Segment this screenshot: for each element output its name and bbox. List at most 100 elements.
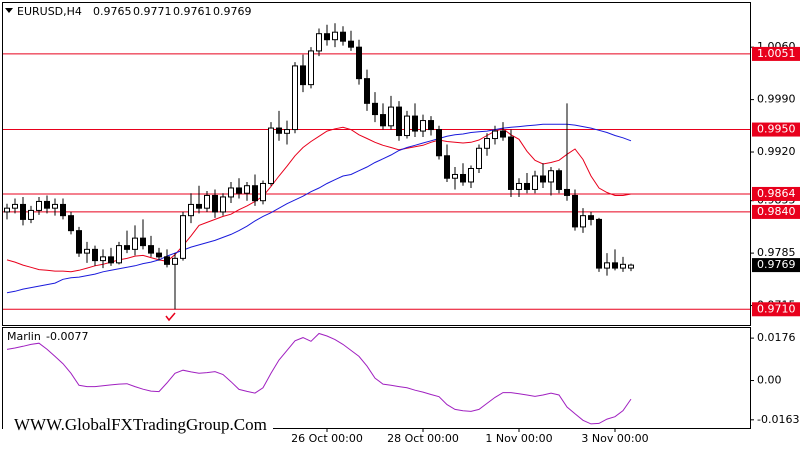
- candle-body: [196, 203, 202, 209]
- candle-body: [372, 102, 378, 116]
- arrow-marker: [165, 312, 176, 322]
- menu-triangle: [5, 8, 13, 13]
- candle-body: [516, 182, 522, 190]
- candle-body: [508, 136, 514, 190]
- last-close: 0.9769: [213, 5, 252, 18]
- x-tick-label: 26 Oct 00:00: [291, 432, 363, 445]
- level-label: 0.9840: [757, 205, 796, 218]
- candle-body: [44, 200, 50, 209]
- candle-body: [164, 256, 170, 265]
- candle-body: [124, 245, 130, 250]
- candle-body: [220, 196, 226, 213]
- candle-body: [332, 31, 338, 41]
- candle-body: [468, 167, 474, 183]
- candle-body: [348, 40, 354, 48]
- candle-body: [364, 78, 370, 104]
- candle-body: [156, 252, 162, 258]
- level-label: 0.9950: [757, 123, 796, 136]
- last-price-box: [752, 258, 800, 273]
- candle-body: [612, 262, 618, 269]
- candle-body: [228, 187, 234, 198]
- candle-body: [4, 207, 10, 213]
- candle-body: [540, 175, 546, 183]
- level-label: 0.9864: [757, 187, 796, 200]
- candle-body: [180, 215, 186, 259]
- candle-body: [356, 46, 362, 80]
- candle-body: [572, 194, 578, 228]
- candle-body: [316, 33, 322, 52]
- candle-body: [76, 230, 82, 254]
- candle-body: [548, 170, 554, 183]
- candle-body: [500, 130, 506, 138]
- y-tick-label: 0.9920: [757, 145, 796, 158]
- candle-body: [604, 262, 610, 269]
- candle-body: [132, 237, 138, 250]
- level-label: 1.0051: [757, 47, 796, 60]
- candle-body: [492, 130, 498, 140]
- plot: 1.00600.99900.99200.98550.97850.97150.01…: [3, 23, 800, 445]
- x-tick-label: 28 Oct 00:00: [387, 432, 459, 445]
- moving-average: [6, 123, 632, 294]
- main-panel: [2, 2, 751, 326]
- candle-body: [148, 245, 154, 254]
- indicator-tick-label: -0.0163: [757, 413, 799, 426]
- candle-body: [92, 248, 98, 262]
- candle-body: [172, 257, 178, 265]
- symbol: EURUSD,H4: [17, 5, 82, 18]
- watermark: WWW.GlobalFXTradingGroup.Com: [14, 415, 267, 434]
- y-tick-label: 0.9785: [757, 246, 796, 259]
- candle-body: [84, 248, 90, 254]
- candle-body: [524, 182, 530, 190]
- watermark-box: [3, 408, 273, 441]
- candle-body: [20, 203, 26, 220]
- candle-body: [212, 194, 218, 213]
- candle-body: [620, 263, 626, 269]
- candle-body: [244, 185, 250, 194]
- candle-body: [140, 237, 146, 247]
- last-low: 0.9761: [173, 5, 212, 18]
- candle-body: [420, 120, 426, 132]
- candle-body: [204, 194, 210, 209]
- x-tick-label: 1 Nov 00:00: [485, 432, 552, 445]
- level-label-box: [752, 46, 800, 61]
- level-label-box: [752, 122, 800, 137]
- indicator-tick-label: 0.00: [757, 374, 782, 387]
- candle-body: [68, 215, 74, 232]
- candle-body: [476, 147, 482, 169]
- candle-body: [284, 129, 290, 134]
- candle-body: [596, 218, 602, 269]
- candle-body: [428, 120, 434, 131]
- x-tick-label: 3 Nov 00:00: [581, 432, 648, 445]
- candle-body: [532, 175, 538, 190]
- candle-body: [452, 173, 458, 179]
- candle-body: [276, 127, 282, 134]
- candle-body: [260, 182, 266, 202]
- candle-body: [460, 173, 466, 183]
- candle-body: [580, 215, 586, 228]
- candle-body: [484, 138, 490, 149]
- candle-body: [12, 203, 18, 209]
- indicator-tick-label: 0.0176: [757, 331, 796, 344]
- candle-body: [564, 188, 570, 196]
- last-open: 0.9765: [93, 5, 132, 18]
- candle-body: [412, 115, 418, 132]
- candle-body: [100, 256, 106, 262]
- candle-body: [108, 256, 114, 264]
- candle-body: [268, 127, 274, 184]
- candle-body: [380, 114, 386, 127]
- candle-body: [308, 50, 314, 86]
- indicator-last: -0.0077: [46, 330, 88, 343]
- candle-body: [292, 65, 298, 131]
- level-label-box: [752, 186, 800, 201]
- candle-body: [36, 200, 42, 211]
- level-label-box: [752, 204, 800, 219]
- last-price: 0.9769: [757, 258, 796, 271]
- candle-body: [116, 245, 122, 264]
- candle-body: [236, 187, 242, 194]
- candle-body: [556, 170, 562, 190]
- level-label: 0.9710: [757, 302, 796, 315]
- indicator-name: Marlin: [7, 330, 41, 343]
- candle-body: [436, 129, 442, 157]
- candle-body: [28, 209, 34, 220]
